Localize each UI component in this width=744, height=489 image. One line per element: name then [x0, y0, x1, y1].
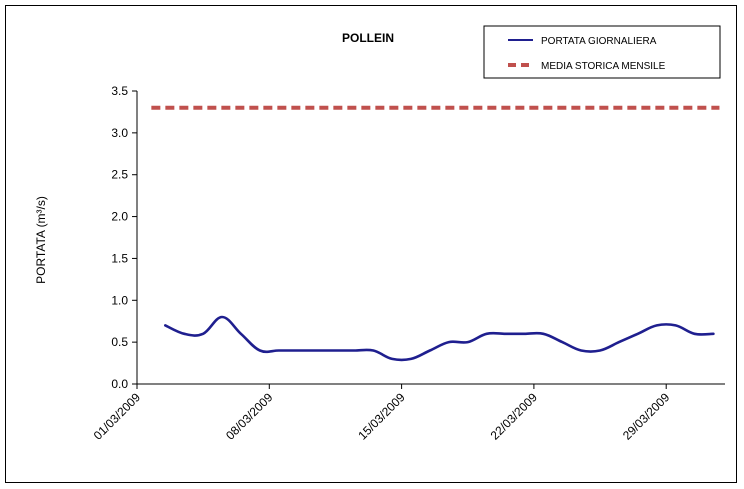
y-tick-label: 1.5 [111, 251, 128, 265]
legend-label-historical-mean: MEDIA STORICA MENSILE [541, 61, 666, 72]
y-tick-label: 2.0 [111, 210, 128, 224]
y-tick-label: 2.5 [111, 168, 128, 182]
y-tick-label: 3.0 [111, 126, 128, 140]
x-tick-label: 08/03/2009 [223, 390, 276, 443]
chart-title: POLLEIN [342, 31, 394, 45]
x-tick-label: 01/03/2009 [91, 390, 144, 443]
y-axis-ticks: 0.0 0.5 1.0 1.5 2.0 2.5 3.0 3.5 [111, 84, 137, 391]
chart-frame [5, 5, 737, 483]
legend: PORTATA GIORNALIERA MEDIA STORICA MENSIL… [483, 25, 721, 79]
y-tick-label: 1.0 [111, 293, 128, 307]
x-tick-label: 22/03/2009 [488, 390, 541, 443]
legend-box [483, 25, 721, 79]
x-axis-ticks: 01/03/2009 08/03/2009 15/03/2009 22/03/2009… [91, 384, 673, 443]
y-tick-label: 3.5 [111, 84, 128, 98]
y-tick-label: 0.0 [111, 377, 128, 391]
x-tick-label: 29/03/2009 [620, 390, 673, 443]
y-tick-label: 0.5 [111, 335, 128, 349]
plot-area [136, 91, 725, 385]
y-axis-title: PORTATA (m³/s) [34, 196, 48, 284]
x-tick-label: 15/03/2009 [355, 390, 408, 443]
series-layer [151, 105, 720, 362]
legend-label-daily: PORTATA GIORNALIERA [541, 36, 657, 47]
series-daily-flow-line [164, 315, 715, 362]
